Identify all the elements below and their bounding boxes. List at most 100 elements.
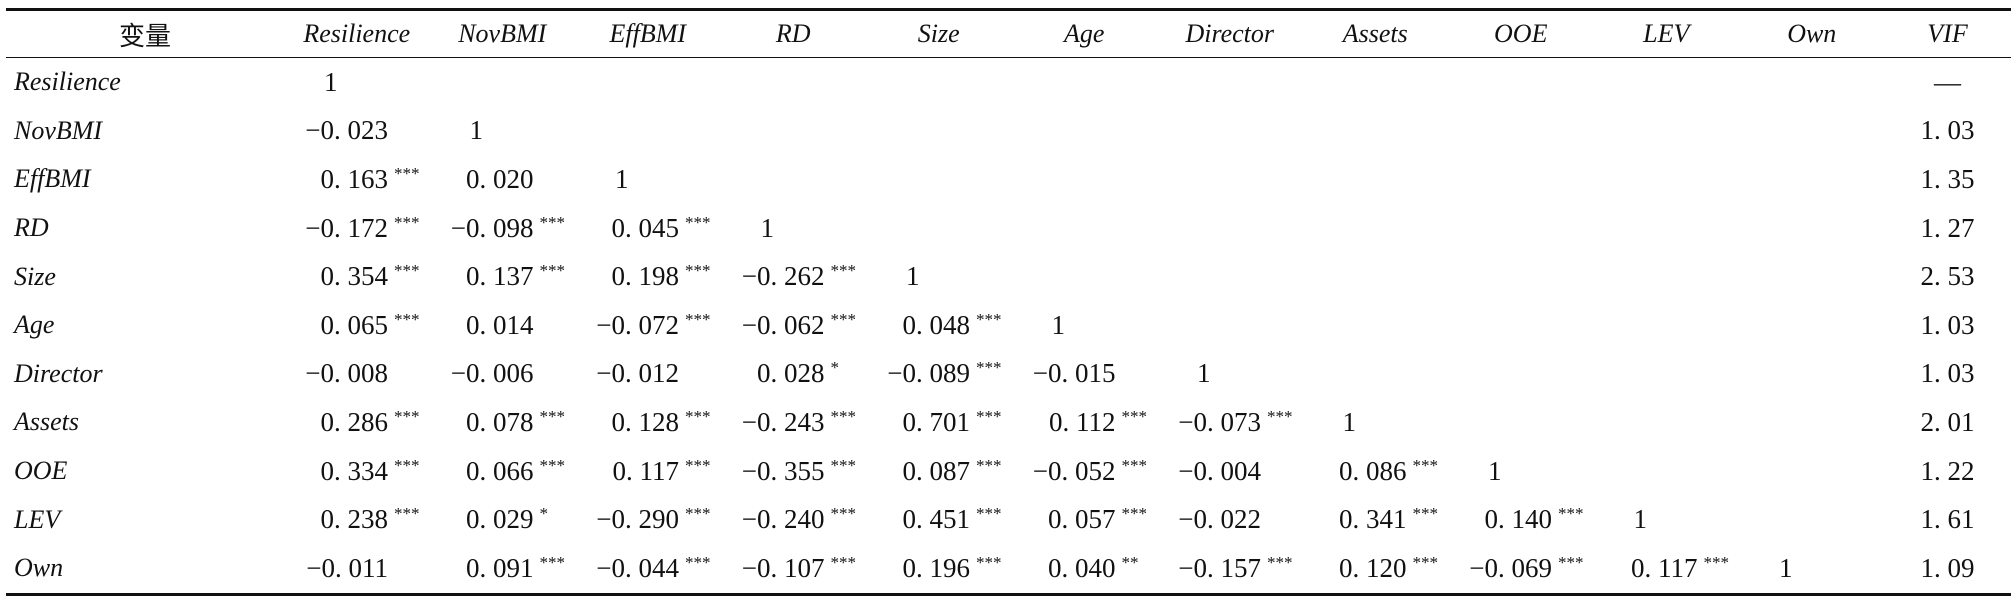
table-cell: 1 xyxy=(1448,447,1594,496)
significance-stars: *** xyxy=(394,504,420,524)
table-cell: 0. 066 *** xyxy=(430,447,576,496)
significance-stars: *** xyxy=(976,504,1002,524)
table-row: EffBMI 0. 163 *** 0. 020 1 1. 35 xyxy=(6,155,2011,204)
table-cell: 0. 078 *** xyxy=(430,398,576,447)
significance-stars: *** xyxy=(1558,504,1584,524)
cell-value: 0. 028 xyxy=(757,358,825,389)
significance-stars: *** xyxy=(394,309,420,329)
table-cell xyxy=(1012,204,1158,253)
table-cell xyxy=(1739,398,1885,447)
cell-value: 0. 334 xyxy=(320,455,389,486)
cell-value: 0. 029 xyxy=(466,504,534,535)
vif-value: 1. 61 xyxy=(1920,504,1975,535)
table-cell: −0. 355 *** xyxy=(721,447,867,496)
table-cell xyxy=(575,58,721,107)
table-cell: 0. 140 *** xyxy=(1448,495,1594,544)
table-cell xyxy=(1448,107,1594,156)
table-cell xyxy=(1303,58,1449,107)
vif-value: 1. 27 xyxy=(1920,212,1975,243)
significance-stars: *** xyxy=(685,212,711,232)
table-cell xyxy=(1303,155,1449,204)
header-col-director: Director xyxy=(1185,19,1275,48)
significance-stars: *** xyxy=(830,309,857,329)
header-col-ooe: OOE xyxy=(1494,19,1548,48)
cell-value: 0. 014 xyxy=(466,309,534,340)
table-cell xyxy=(866,155,1012,204)
table-cell: 0. 112 *** xyxy=(1012,398,1158,447)
cell-value: −0. 262 xyxy=(741,261,825,292)
cell-value: −0. 008 xyxy=(305,358,388,389)
table-cell: 0. 091 *** xyxy=(430,544,576,594)
significance-stars: * xyxy=(539,504,549,524)
significance-stars: *** xyxy=(539,406,566,426)
significance-stars: *** xyxy=(1412,455,1439,475)
table-cell xyxy=(1012,107,1158,156)
significance-stars: *** xyxy=(539,212,566,232)
table-cell xyxy=(1157,301,1303,350)
significance-stars: *** xyxy=(1412,504,1439,524)
header-col-own: Own xyxy=(1787,19,1837,48)
table-row: NovBMI −0. 023 1 1. 03 xyxy=(6,107,2011,156)
vif-value: 1. 03 xyxy=(1920,309,1975,340)
vif-value: 1. 03 xyxy=(1920,358,1975,389)
significance-stars: *** xyxy=(830,552,857,572)
table-cell xyxy=(1303,350,1449,399)
cell-value: −0. 062 xyxy=(741,309,825,340)
cell-value: 0. 341 xyxy=(1339,504,1407,535)
cell-value: 0. 196 xyxy=(902,552,971,583)
significance-stars: *** xyxy=(539,261,566,281)
table-cell xyxy=(1303,107,1449,156)
table-cell xyxy=(1303,301,1449,350)
cell-value: 1 xyxy=(1051,309,1066,340)
table-cell xyxy=(1012,58,1158,107)
table-cell xyxy=(1739,350,1885,399)
cell-value: 0. 086 xyxy=(1339,455,1407,486)
table-cell xyxy=(1739,107,1885,156)
table-cell: 0. 087 *** xyxy=(866,447,1012,496)
significance-stars: *** xyxy=(394,212,420,232)
table-cell xyxy=(1012,155,1158,204)
significance-stars: *** xyxy=(539,455,566,475)
cell-value: 0. 198 xyxy=(611,261,680,292)
table-cell: −0. 052 *** xyxy=(1012,447,1158,496)
significance-stars: *** xyxy=(685,455,711,475)
table-cell xyxy=(1157,107,1303,156)
header-col-assets: Assets xyxy=(1342,19,1408,48)
significance-stars: *** xyxy=(1412,552,1439,572)
cell-value: −0. 023 xyxy=(305,115,388,146)
vif-value: 2. 53 xyxy=(1920,261,1975,292)
table-cell xyxy=(866,58,1012,107)
table-cell: 0. 117 *** xyxy=(1594,544,1740,594)
table-cell: 0. 451 *** xyxy=(866,495,1012,544)
header-col-resilience: Resilience xyxy=(303,19,411,48)
table-row: Own −0. 011 0. 091 *** −0. 044 *** −0. 107 *** 0… xyxy=(6,544,2011,595)
table-cell xyxy=(1739,495,1885,544)
cell-value: −0. 004 xyxy=(1178,455,1261,486)
cell-value: 0. 040 xyxy=(1048,552,1116,583)
table-cell xyxy=(1448,204,1594,253)
cell-value: 1 xyxy=(1488,455,1502,486)
table-cell: −0. 004 xyxy=(1157,447,1303,496)
table-cell xyxy=(1594,350,1740,399)
correlation-table: 变量 Resilience NovBMI EffBMI RD Size Age Direct… xyxy=(6,8,2011,596)
table-cell: 1 xyxy=(1594,495,1740,544)
vif-value: 1. 35 xyxy=(1920,163,1975,194)
significance-stars: *** xyxy=(830,406,857,426)
table-cell xyxy=(1157,58,1303,107)
table-cell xyxy=(430,58,576,107)
significance-stars: * xyxy=(830,358,840,378)
cell-value: −0. 022 xyxy=(1178,504,1261,535)
row-label: Own xyxy=(14,553,64,583)
table-cell: 0. 020 xyxy=(430,155,576,204)
table-cell: 0. 040 ** xyxy=(1012,544,1158,594)
cell-value: 0. 045 xyxy=(611,212,680,243)
significance-stars: *** xyxy=(1121,406,1148,426)
table-body: Resilience 1 — NovBMI −0. 023 1 1. 03 EffBMI 0. … xyxy=(6,58,2011,595)
table-cell: 0. 196 *** xyxy=(866,544,1012,594)
table-cell: 0. 701 *** xyxy=(866,398,1012,447)
cell-value: 0. 057 xyxy=(1048,504,1116,535)
table-cell: −0. 006 xyxy=(430,350,576,399)
cell-value: 1 xyxy=(906,261,920,292)
significance-stars: *** xyxy=(830,504,857,524)
table-cell: −0. 243 *** xyxy=(721,398,867,447)
